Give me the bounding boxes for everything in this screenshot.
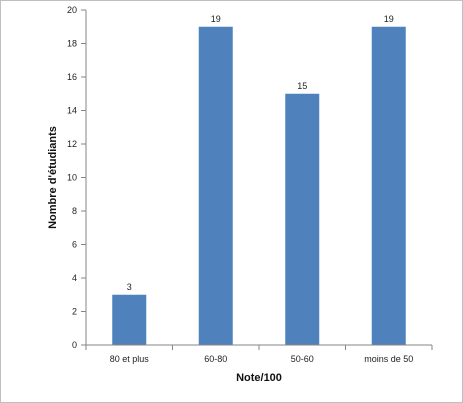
y-tick-label: 4	[72, 273, 77, 283]
y-tick-label: 10	[67, 173, 77, 183]
bar	[112, 294, 147, 345]
x-tick-label: 60-80	[204, 354, 227, 364]
bar	[285, 93, 320, 345]
y-tick-label: 0	[72, 340, 77, 350]
y-tick-label: 6	[72, 240, 77, 250]
y-tick-label: 12	[67, 139, 77, 149]
y-tick-label: 14	[67, 106, 77, 116]
y-axis-ticks: 0 2 4 6 8 10 12 14 16 18 20	[67, 5, 86, 350]
y-axis-title: Nombre d'étudiants	[47, 126, 59, 229]
x-axis-ticks: 80 et plus 60-80 50-60 moins de 50	[85, 345, 433, 364]
x-axis-title: Note/100	[236, 372, 282, 384]
bar-value-label: 15	[297, 81, 307, 91]
x-tick-label: moins de 50	[364, 354, 413, 364]
bar-value-label: 19	[211, 14, 221, 24]
x-tick-label: 80 et plus	[110, 354, 150, 364]
bar-value-label: 19	[384, 14, 394, 24]
y-tick-label: 2	[72, 307, 77, 317]
bar	[371, 26, 406, 345]
y-tick-label: 16	[67, 72, 77, 82]
x-tick-label: 50-60	[291, 354, 314, 364]
bars	[112, 26, 406, 345]
y-tick-label: 18	[67, 39, 77, 49]
y-tick-label: 20	[67, 5, 77, 15]
bar-value-label: 3	[127, 282, 132, 292]
y-tick-label: 8	[72, 206, 77, 216]
bar	[198, 26, 233, 345]
data-labels: 3 19 15 19	[127, 14, 394, 292]
